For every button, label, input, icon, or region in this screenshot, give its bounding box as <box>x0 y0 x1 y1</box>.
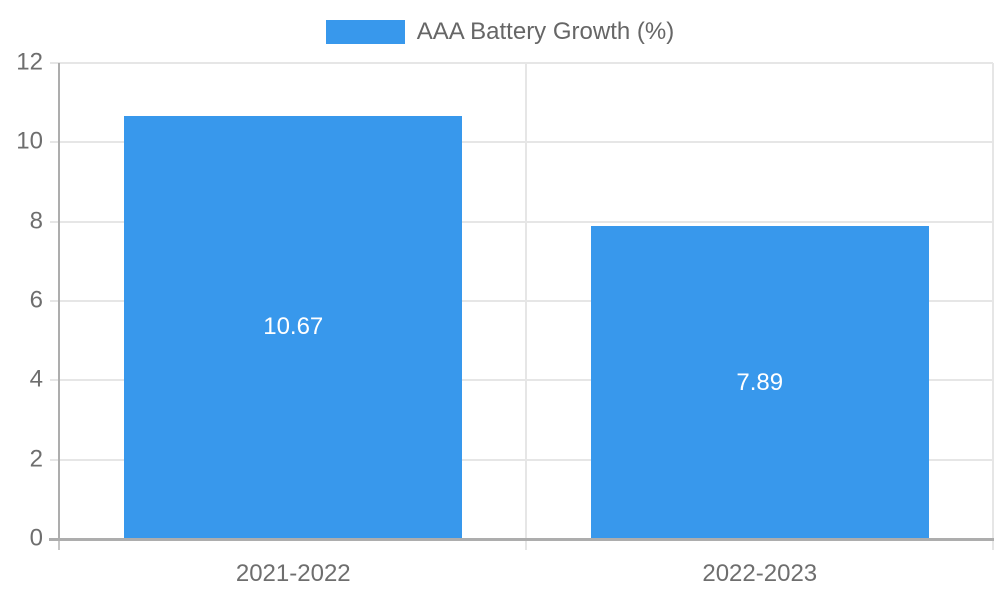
bar-2022-2023[interactable] <box>590 226 929 539</box>
h-gridline <box>50 220 993 223</box>
legend-label: AAA Battery Growth (%) <box>416 18 675 45</box>
y-tick-label: 10 <box>16 127 43 155</box>
y-tick-label: 12 <box>16 48 43 76</box>
h-gridline <box>50 300 993 302</box>
h-gridline <box>50 141 993 144</box>
x-axis-origin-tick <box>58 541 60 550</box>
bar-value-label: 7.89 <box>736 368 784 396</box>
h-gridline <box>50 62 993 64</box>
y-tick-label: 0 <box>29 524 43 552</box>
x-tick-label: 2022-2023 <box>702 560 818 587</box>
x-axis-line <box>49 538 994 541</box>
bar-value-label: 10.67 <box>263 313 324 341</box>
x-tick-label: 2021-2022 <box>235 560 351 587</box>
legend-swatch <box>325 20 405 44</box>
y-tick-label: 8 <box>29 207 43 235</box>
bar-2021-2022[interactable] <box>124 115 463 539</box>
chart-legend[interactable]: AAA Battery Growth (%) <box>0 18 1000 46</box>
y-tick-label: 6 <box>29 286 43 314</box>
y-axis-line <box>58 63 60 539</box>
v-gridline <box>525 63 527 550</box>
y-tick-label: 2 <box>29 445 43 473</box>
h-gridline <box>50 379 993 382</box>
v-gridline <box>991 63 994 550</box>
h-gridline <box>50 458 993 461</box>
y-tick-label: 4 <box>29 365 43 393</box>
